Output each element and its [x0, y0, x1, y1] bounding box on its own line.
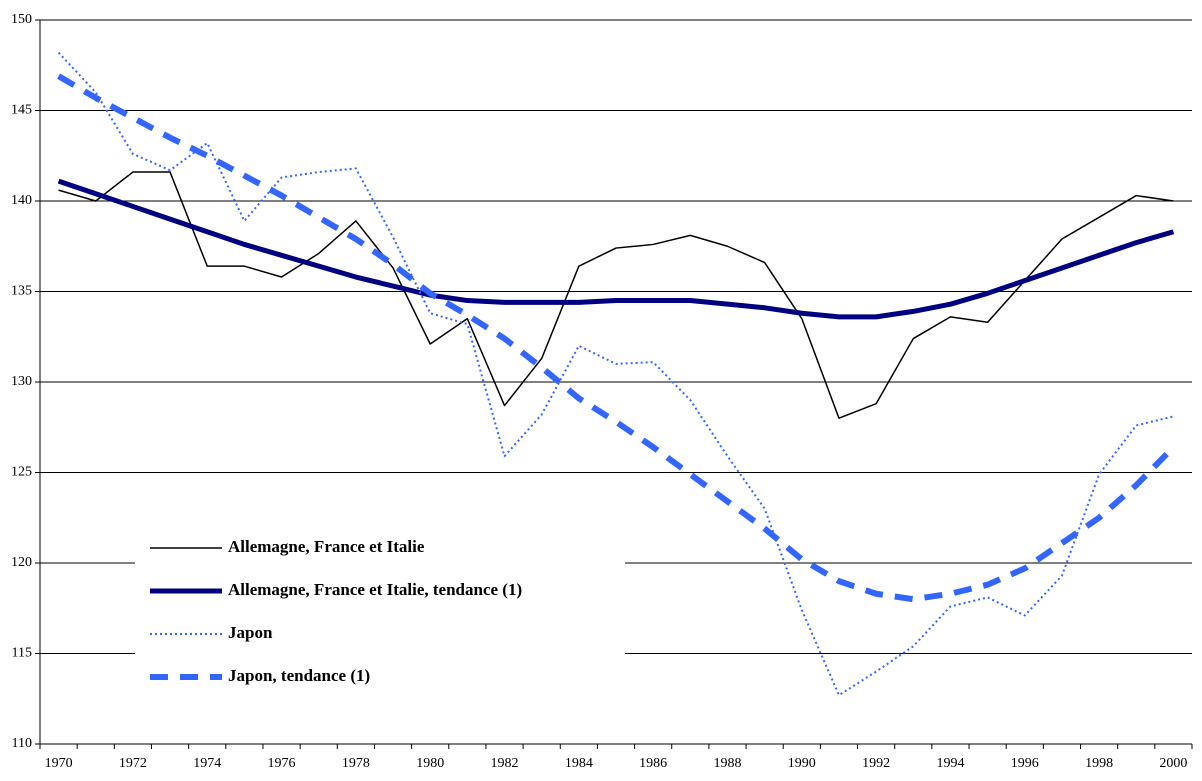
x-tick-label: 1974 — [193, 756, 221, 771]
x-tick-label: 1986 — [639, 756, 667, 771]
x-tick-label: 1978 — [342, 756, 370, 771]
x-tick-label: 1976 — [268, 756, 296, 771]
y-tick-label: 120 — [11, 555, 32, 570]
x-tick-label: 1970 — [45, 756, 73, 771]
line-series — [57, 178, 1175, 320]
x-tick-label: 1984 — [565, 756, 593, 771]
y-tick-label: 135 — [11, 284, 32, 299]
x-tick-label: 1988 — [713, 756, 741, 771]
legend-label: Allemagne, France et Italie — [228, 537, 425, 556]
legend-label: Japon — [228, 623, 273, 642]
y-tick-label: 115 — [12, 646, 32, 661]
x-tick-label: 1980 — [416, 756, 444, 771]
y-tick-label: 125 — [11, 465, 32, 480]
x-tick-label: 1992 — [862, 756, 890, 771]
legend-label: Japon, tendance (1) — [228, 666, 370, 685]
line-series — [57, 73, 1176, 603]
x-tick-label: 1996 — [1011, 756, 1039, 771]
x-tick-label: 1994 — [936, 756, 964, 771]
x-tick-label: 1972 — [119, 756, 147, 771]
y-tick-label: 145 — [11, 103, 32, 118]
y-tick-label: 110 — [12, 736, 32, 751]
y-tick-label: 140 — [11, 193, 32, 208]
x-tick-label: 1982 — [491, 756, 519, 771]
line-series — [58, 171, 1174, 419]
legend-label: Allemagne, France et Italie, tendance (1… — [228, 580, 522, 599]
y-tick-label: 150 — [11, 12, 32, 27]
legend-box — [135, 530, 625, 700]
x-tick-label: 2000 — [1159, 756, 1187, 771]
x-tick-label: 1998 — [1085, 756, 1113, 771]
x-tick-label: 1990 — [788, 756, 816, 771]
line-series — [57, 51, 1174, 697]
y-tick-label: 130 — [11, 374, 32, 389]
